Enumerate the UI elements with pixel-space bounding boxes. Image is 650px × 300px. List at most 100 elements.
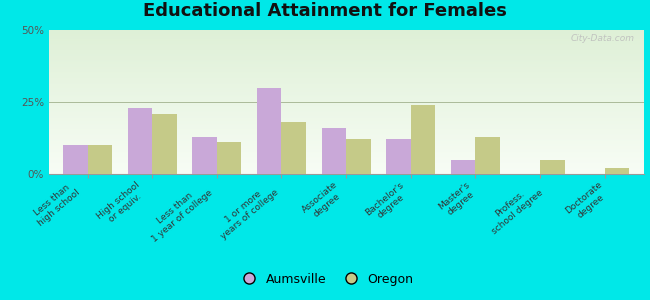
Bar xyxy=(49,95,644,96)
Bar xyxy=(411,105,436,174)
Bar xyxy=(49,100,644,101)
Bar xyxy=(49,88,644,89)
Bar xyxy=(49,52,644,53)
Bar xyxy=(257,88,281,174)
Bar xyxy=(49,132,644,133)
Text: Profess.
school degree: Profess. school degree xyxy=(483,180,545,236)
Bar xyxy=(49,65,644,66)
Bar xyxy=(49,154,644,155)
Bar xyxy=(49,171,644,172)
Bar xyxy=(49,144,644,145)
Bar xyxy=(49,103,644,104)
Bar xyxy=(49,165,644,166)
Bar xyxy=(49,49,644,50)
Bar xyxy=(49,69,644,70)
Bar xyxy=(49,80,644,81)
Bar xyxy=(49,70,644,71)
Bar xyxy=(49,110,644,111)
Bar xyxy=(49,53,644,54)
Bar xyxy=(217,142,241,174)
Bar xyxy=(49,112,644,113)
Bar xyxy=(49,135,644,136)
Bar xyxy=(49,42,644,43)
Bar xyxy=(49,32,644,33)
Text: City-Data.com: City-Data.com xyxy=(571,34,634,43)
Bar xyxy=(49,66,644,67)
Bar xyxy=(49,41,644,42)
Bar xyxy=(49,38,644,39)
Bar xyxy=(49,170,644,171)
Bar xyxy=(49,128,644,129)
Bar xyxy=(192,136,217,174)
Bar xyxy=(49,142,644,143)
Text: Educational Attainment for Females: Educational Attainment for Females xyxy=(143,2,507,20)
Bar xyxy=(49,86,644,87)
Bar xyxy=(49,76,644,77)
Bar xyxy=(49,141,644,142)
Bar xyxy=(49,163,644,164)
Bar xyxy=(49,145,644,146)
Bar xyxy=(49,127,644,128)
Bar xyxy=(49,54,644,55)
Bar xyxy=(49,99,644,100)
Bar xyxy=(49,111,644,112)
Bar xyxy=(49,62,644,63)
Bar xyxy=(49,51,644,52)
Bar xyxy=(49,31,644,32)
Bar xyxy=(49,92,644,93)
Text: 1 or more
years of college: 1 or more years of college xyxy=(213,180,280,241)
Bar xyxy=(49,166,644,167)
Bar xyxy=(49,152,644,153)
Bar xyxy=(49,129,644,130)
Bar xyxy=(451,160,475,174)
Bar xyxy=(49,73,644,74)
Bar xyxy=(49,35,644,36)
Bar xyxy=(49,68,644,69)
Bar xyxy=(49,40,644,41)
Bar xyxy=(49,83,644,84)
Bar xyxy=(49,143,644,144)
Text: Doctorate
degree: Doctorate degree xyxy=(564,180,610,224)
Bar xyxy=(49,71,644,72)
Bar xyxy=(49,164,644,165)
Bar xyxy=(49,81,644,82)
Bar xyxy=(49,125,644,126)
Bar xyxy=(49,153,644,154)
Bar xyxy=(49,107,644,108)
Bar xyxy=(49,36,644,37)
Bar xyxy=(49,43,644,44)
Bar xyxy=(49,162,644,163)
Bar xyxy=(49,63,644,64)
Bar xyxy=(49,130,644,131)
Bar xyxy=(386,140,411,174)
Bar xyxy=(49,67,644,68)
Bar xyxy=(49,55,644,56)
Bar xyxy=(475,136,500,174)
Bar xyxy=(49,168,644,169)
Bar xyxy=(49,147,644,148)
Bar xyxy=(49,50,644,51)
Bar xyxy=(49,47,644,48)
Bar xyxy=(49,124,644,125)
Bar xyxy=(127,108,152,174)
Bar xyxy=(346,140,370,174)
Bar xyxy=(49,172,644,173)
Bar xyxy=(49,173,644,174)
Bar xyxy=(49,117,644,118)
Bar xyxy=(49,33,644,34)
Bar xyxy=(49,101,644,102)
Bar xyxy=(49,108,644,109)
Text: High school
or equiv.: High school or equiv. xyxy=(95,180,148,229)
Bar xyxy=(49,139,644,140)
Bar xyxy=(49,138,644,139)
Bar xyxy=(49,113,644,114)
Text: Bachelor's
degree: Bachelor's degree xyxy=(364,180,412,225)
Bar xyxy=(49,160,644,161)
Bar xyxy=(49,30,644,31)
Bar xyxy=(49,158,644,159)
Bar xyxy=(49,89,644,90)
Bar xyxy=(49,161,644,162)
Bar xyxy=(49,58,644,59)
Bar xyxy=(49,79,644,80)
Bar xyxy=(49,116,644,117)
